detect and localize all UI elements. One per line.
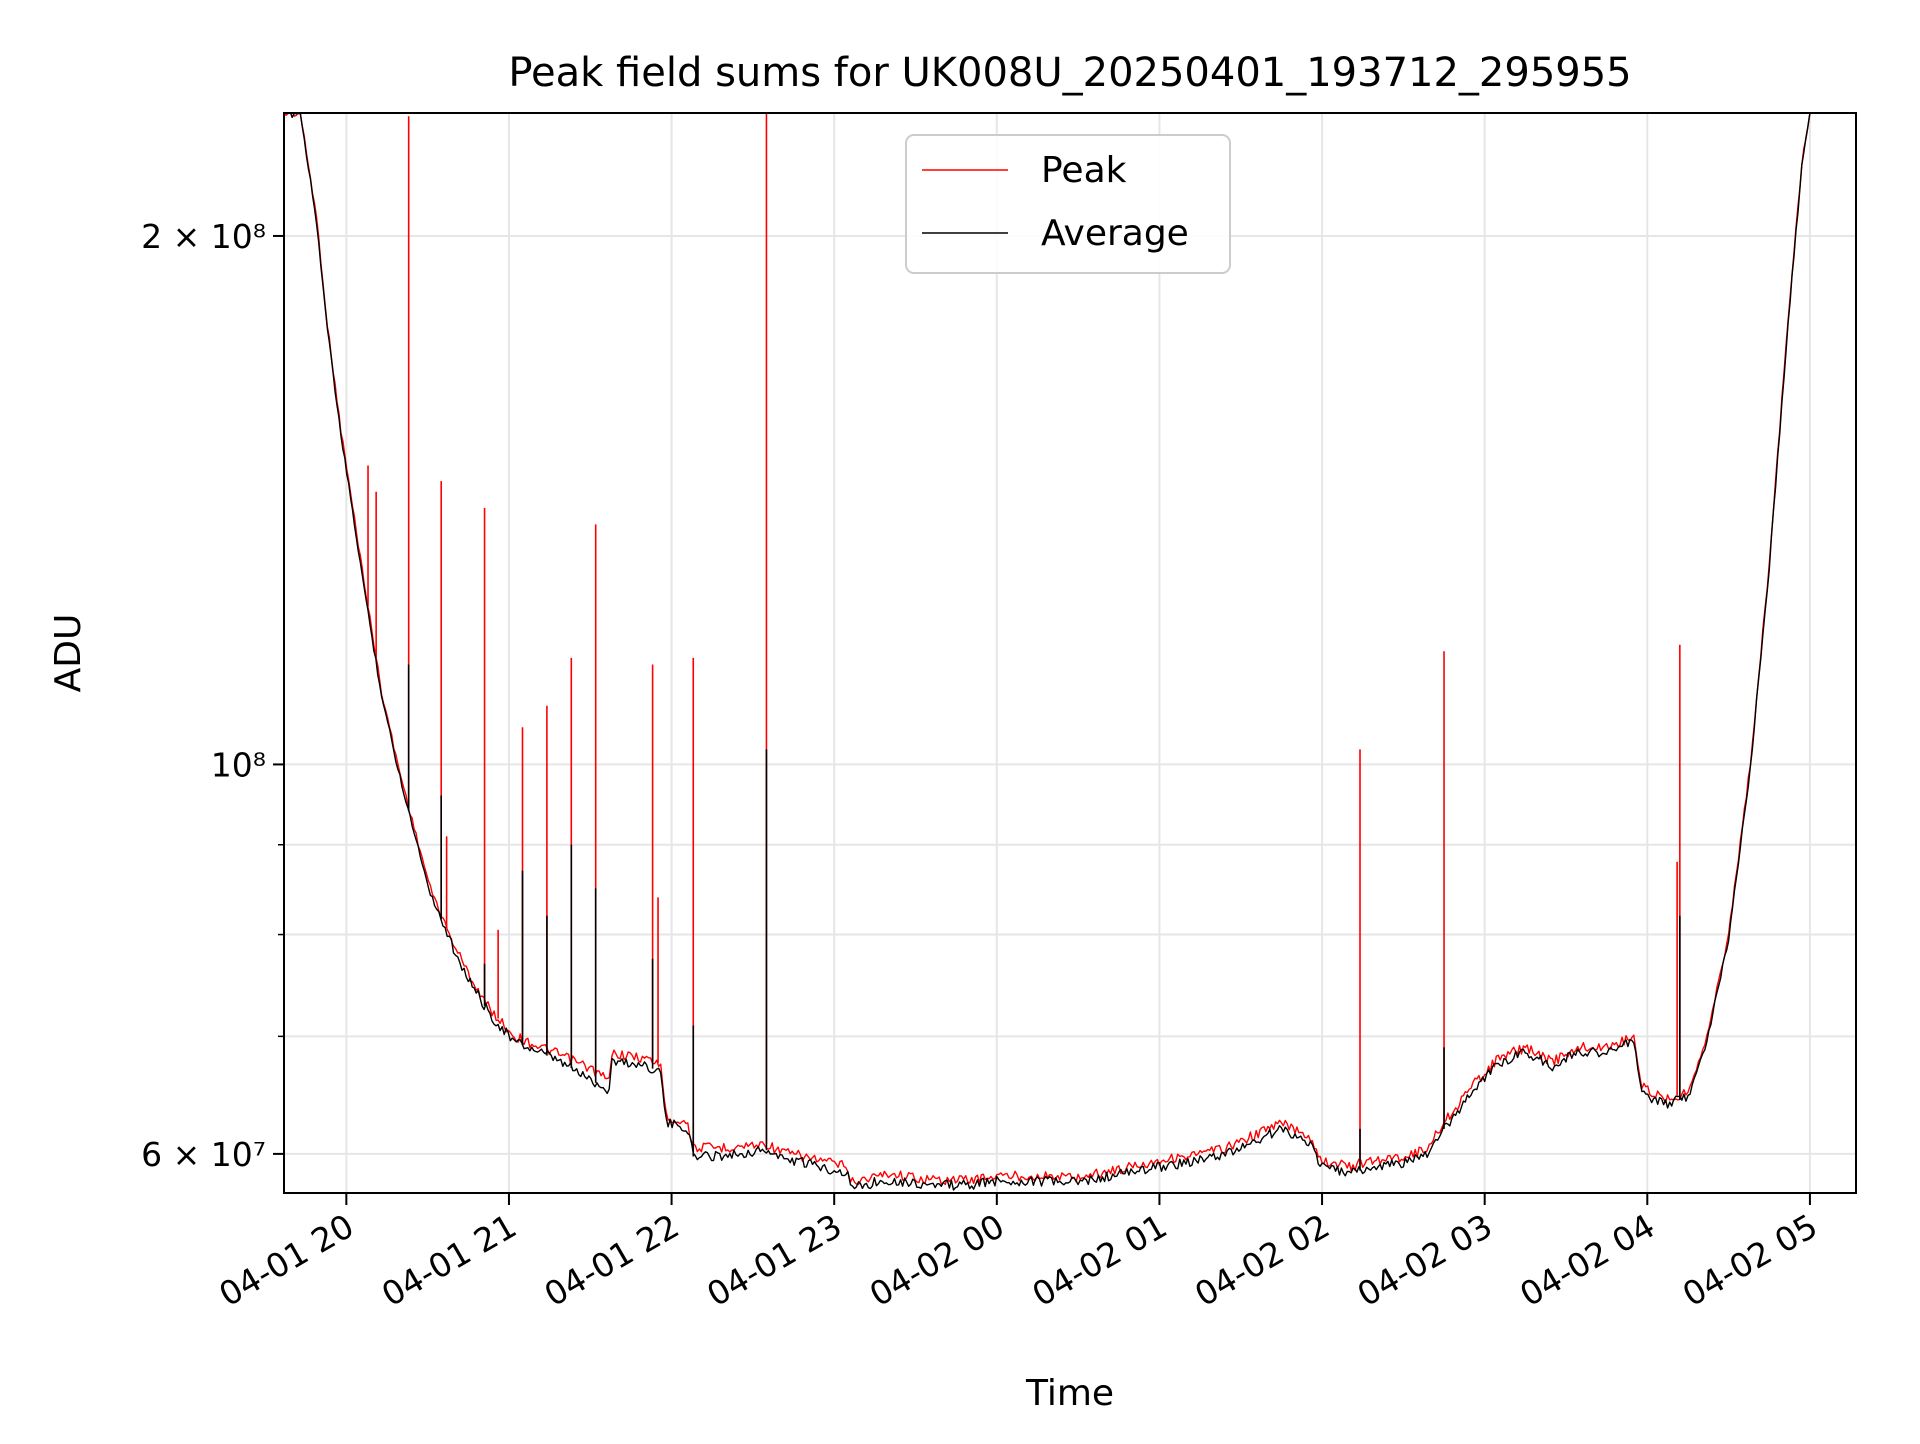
- legend: Peak Average: [905, 134, 1231, 274]
- legend-label-average: Average: [1041, 213, 1189, 254]
- y-axis-label: ADU: [48, 614, 89, 693]
- series-line-peak: [284, 113, 1811, 1186]
- y-tick-label: 10⁸: [211, 745, 266, 784]
- grid: [284, 113, 1856, 1193]
- y-tick-label: 6 × 10⁷: [141, 1135, 266, 1174]
- plot-frame: [283, 112, 1857, 1194]
- x-axis-label: Time: [1025, 1373, 1114, 1414]
- y-tick-label: 2 × 10⁸: [141, 217, 266, 256]
- chart-title: Peak field sums for UK008U_20250401_1937…: [508, 50, 1631, 96]
- series-line-average: [289, 113, 1811, 1191]
- series-average: [289, 113, 1811, 1191]
- legend-label-peak: Peak: [1041, 150, 1127, 191]
- series-layer: [284, 113, 1811, 1191]
